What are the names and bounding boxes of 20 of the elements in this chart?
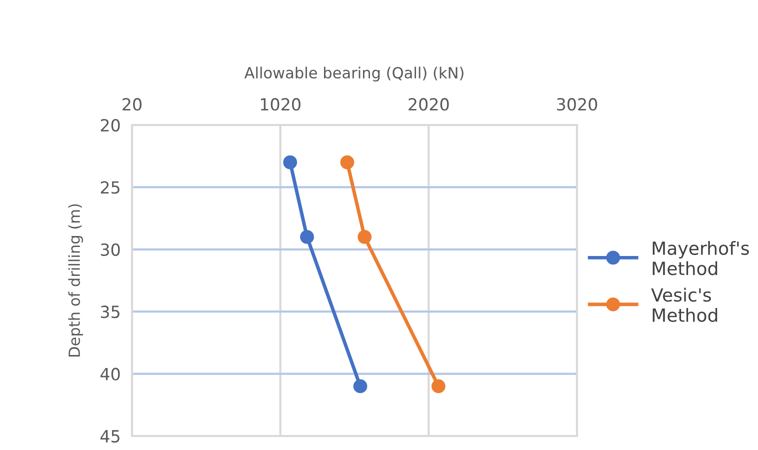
y-tick-label: 25 bbox=[100, 181, 120, 194]
x-tick-label: 3020 bbox=[557, 98, 598, 111]
point bbox=[432, 379, 446, 394]
point bbox=[358, 230, 372, 244]
y-tick-label: 45 bbox=[100, 430, 120, 443]
point bbox=[340, 155, 354, 170]
x-axis-title: Allowable bearing (Qall) (kN) bbox=[244, 66, 464, 82]
y-tick-label: 20 bbox=[100, 118, 120, 132]
legend-label: Mayerhof's Method bbox=[652, 241, 749, 276]
x-tick-label: 2020 bbox=[408, 98, 449, 111]
point bbox=[300, 230, 314, 244]
y-tick-label: 40 bbox=[100, 368, 120, 380]
y-axis-title: Depth of drilling (m) bbox=[68, 204, 84, 356]
point bbox=[283, 155, 298, 170]
y-tick-label: 35 bbox=[100, 306, 120, 318]
legend-label: Vesic's Method bbox=[651, 288, 718, 322]
x-tick-label: 1020 bbox=[260, 98, 300, 111]
point bbox=[353, 379, 368, 394]
x-tick-label: 20 bbox=[122, 98, 142, 111]
y-tick-label: 30 bbox=[100, 243, 120, 256]
